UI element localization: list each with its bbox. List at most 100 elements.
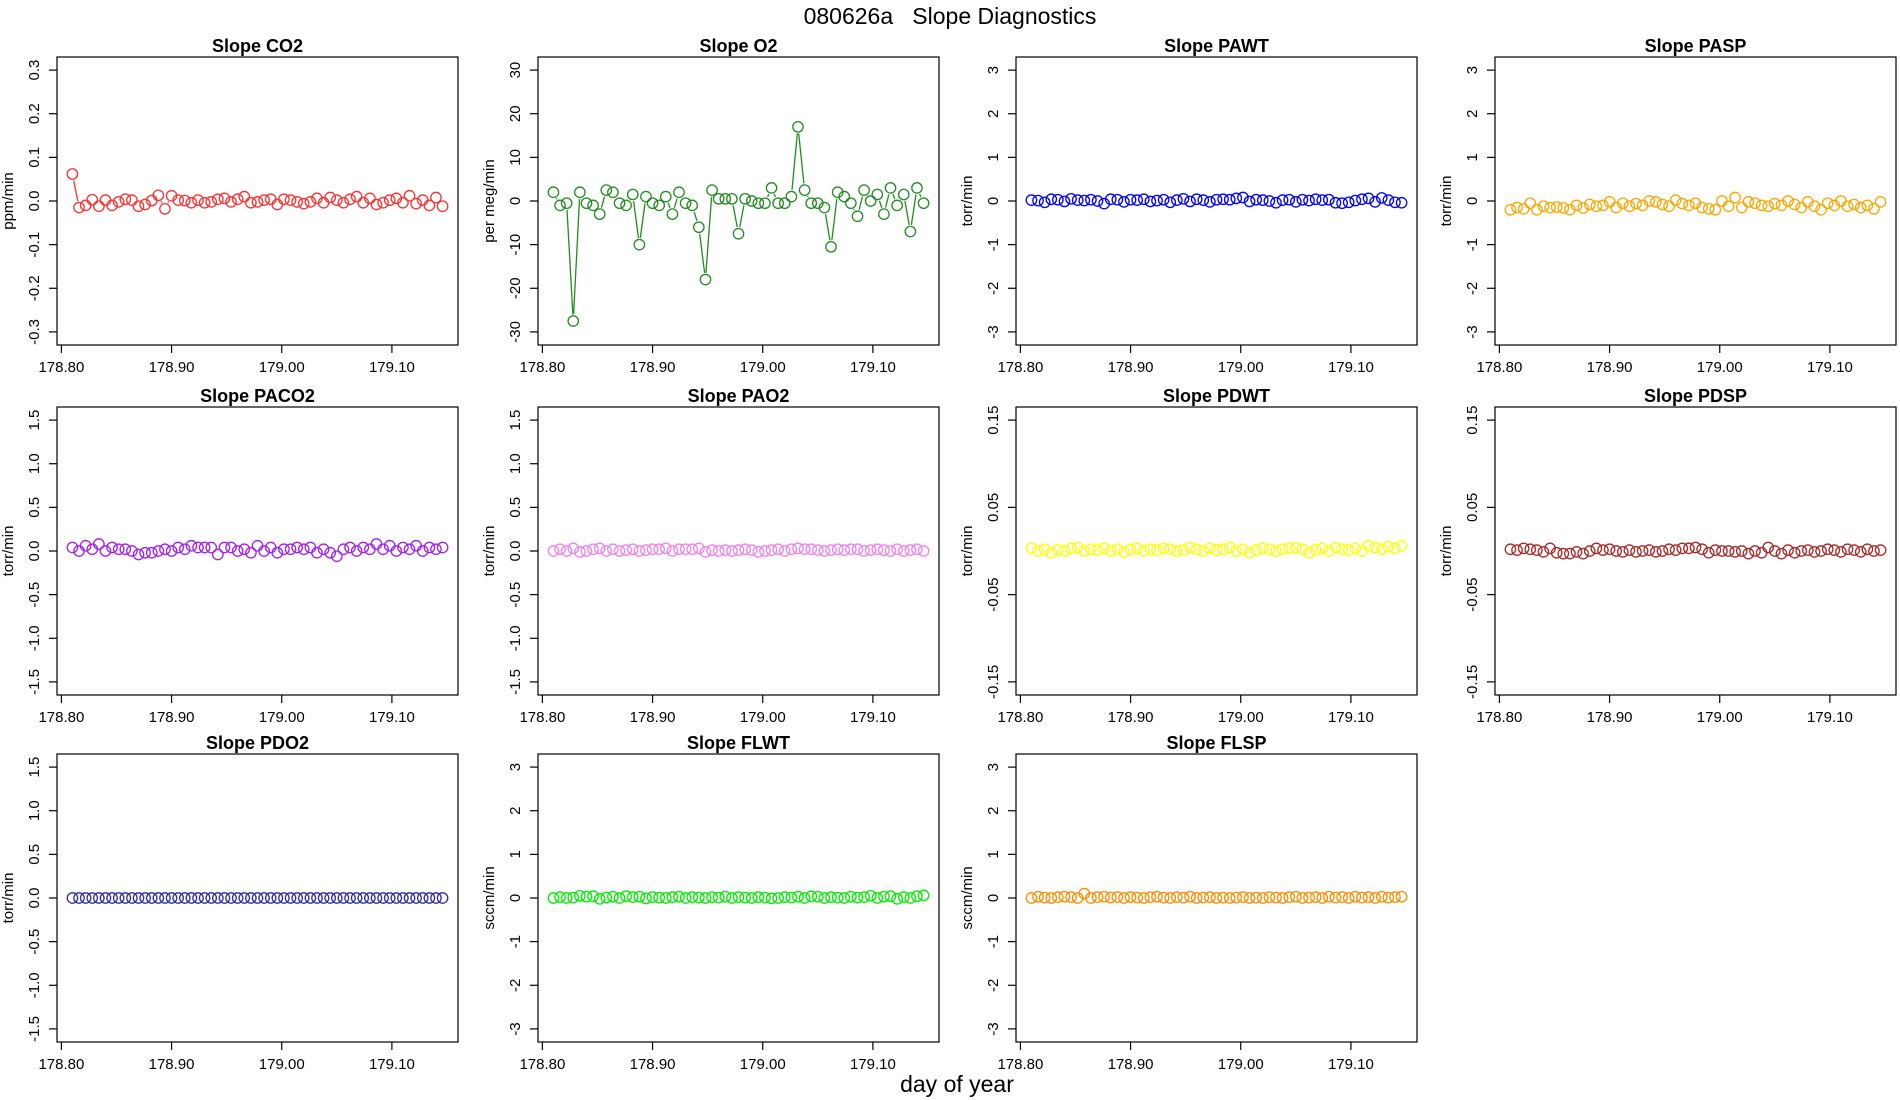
y-axis-label: torr/min xyxy=(959,526,976,577)
data-point xyxy=(1190,892,1203,904)
data-point xyxy=(357,892,370,904)
data-point xyxy=(1517,203,1530,215)
data-point xyxy=(1025,542,1038,555)
data-point xyxy=(646,197,659,210)
data-point xyxy=(330,194,343,206)
data-point xyxy=(897,188,910,201)
data-point xyxy=(560,545,573,557)
data-point xyxy=(1656,545,1669,557)
data-point xyxy=(719,544,732,556)
data-point xyxy=(1795,201,1808,214)
data-point xyxy=(785,190,798,203)
data-point xyxy=(1204,891,1216,903)
line-segment xyxy=(160,201,163,204)
data-point xyxy=(567,891,580,904)
y-tick-label: 0.0 xyxy=(26,888,43,909)
panel: Slope FLSP sccm/min 178.80 178.90 179.00 179.… xyxy=(959,733,1418,1073)
data-point xyxy=(370,892,383,904)
data-point xyxy=(679,892,692,904)
x-tick-label: 178.90 xyxy=(149,709,195,726)
data-point xyxy=(640,544,652,556)
y-tick-label: -30 xyxy=(507,321,524,343)
data-point xyxy=(145,892,158,904)
data-point xyxy=(1276,194,1289,206)
data-point xyxy=(759,197,771,210)
data-point xyxy=(1504,203,1517,216)
line-segment xyxy=(807,195,809,198)
data-point xyxy=(1131,542,1144,555)
y-tick-label: 0 xyxy=(1464,197,1481,205)
data-point xyxy=(600,184,613,196)
data-point xyxy=(218,192,231,205)
x-tick-label: 179.10 xyxy=(850,709,896,726)
data-point xyxy=(1683,542,1695,555)
data-point xyxy=(430,543,442,556)
y-axis-label: torr/min xyxy=(481,526,498,577)
data-point xyxy=(818,545,831,557)
data-point xyxy=(706,891,718,903)
data-point xyxy=(1144,543,1157,556)
plot-frame xyxy=(56,406,459,696)
data-point xyxy=(1577,547,1589,560)
data-point xyxy=(1795,545,1808,557)
data-point xyxy=(126,545,138,557)
data-point xyxy=(1775,547,1788,560)
data-point xyxy=(1349,542,1362,555)
panel: Slope PASP torr/min 178.80 178.90 179.00 179.… xyxy=(1438,36,1897,376)
data-point xyxy=(264,892,277,904)
data-point xyxy=(904,225,917,238)
data-point xyxy=(397,196,409,209)
data-point xyxy=(765,182,778,194)
x-tick-label: 179.00 xyxy=(740,1056,786,1073)
panel-title: Slope PAWT xyxy=(1164,36,1269,56)
data-point xyxy=(1223,193,1236,206)
data-point xyxy=(792,542,804,555)
y-tick-label: 3 xyxy=(985,66,1002,74)
data-point xyxy=(739,543,751,556)
data-point xyxy=(403,189,416,202)
data-point xyxy=(364,892,376,904)
y-tick-label: -20 xyxy=(507,277,524,299)
x-tick-label: 179.00 xyxy=(740,709,786,726)
line-segment xyxy=(555,197,558,200)
x-tick-label: 178.90 xyxy=(149,359,195,376)
data-point xyxy=(673,890,685,903)
data-point xyxy=(825,891,837,903)
data-point xyxy=(699,273,712,286)
line-segment xyxy=(600,196,606,208)
data-point xyxy=(238,892,251,904)
y-axis-label: torr/min xyxy=(0,873,17,924)
panel-title: Slope O2 xyxy=(699,36,777,56)
data-point xyxy=(1356,193,1368,206)
data-point xyxy=(659,542,672,555)
data-point xyxy=(370,198,383,211)
data-point xyxy=(1369,196,1381,208)
data-point xyxy=(1085,892,1097,904)
data-point xyxy=(864,889,877,902)
data-point xyxy=(1270,196,1282,209)
data-point xyxy=(1356,545,1368,557)
y-tick-label: 1 xyxy=(985,153,1002,161)
y-tick-label: 0.0 xyxy=(26,541,43,562)
data-point xyxy=(112,196,125,208)
x-tick-label: 178.80 xyxy=(519,359,565,376)
data-point xyxy=(646,891,659,903)
data-point xyxy=(1570,546,1583,558)
data-point xyxy=(231,193,244,206)
y-axis-label: torr/min xyxy=(0,526,17,577)
data-point xyxy=(706,544,718,556)
data-point xyxy=(126,194,138,206)
data-point xyxy=(1177,544,1190,556)
data-point xyxy=(1111,891,1124,903)
data-point xyxy=(1296,193,1309,206)
data-point xyxy=(884,545,897,557)
data-point xyxy=(1263,891,1276,903)
data-point xyxy=(1742,196,1755,208)
data-point xyxy=(1217,543,1229,556)
data-point xyxy=(1124,193,1137,206)
data-point xyxy=(560,197,573,210)
data-point xyxy=(600,891,613,904)
y-tick-label: -1.0 xyxy=(26,625,43,651)
data-point xyxy=(772,197,785,210)
data-point xyxy=(410,197,422,210)
